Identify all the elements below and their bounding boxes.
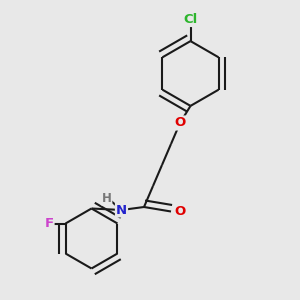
Text: H: H xyxy=(102,191,111,205)
Text: Cl: Cl xyxy=(183,13,198,26)
Text: O: O xyxy=(174,205,186,218)
Text: F: F xyxy=(44,217,54,230)
Text: N: N xyxy=(116,203,127,217)
Text: O: O xyxy=(174,116,186,130)
